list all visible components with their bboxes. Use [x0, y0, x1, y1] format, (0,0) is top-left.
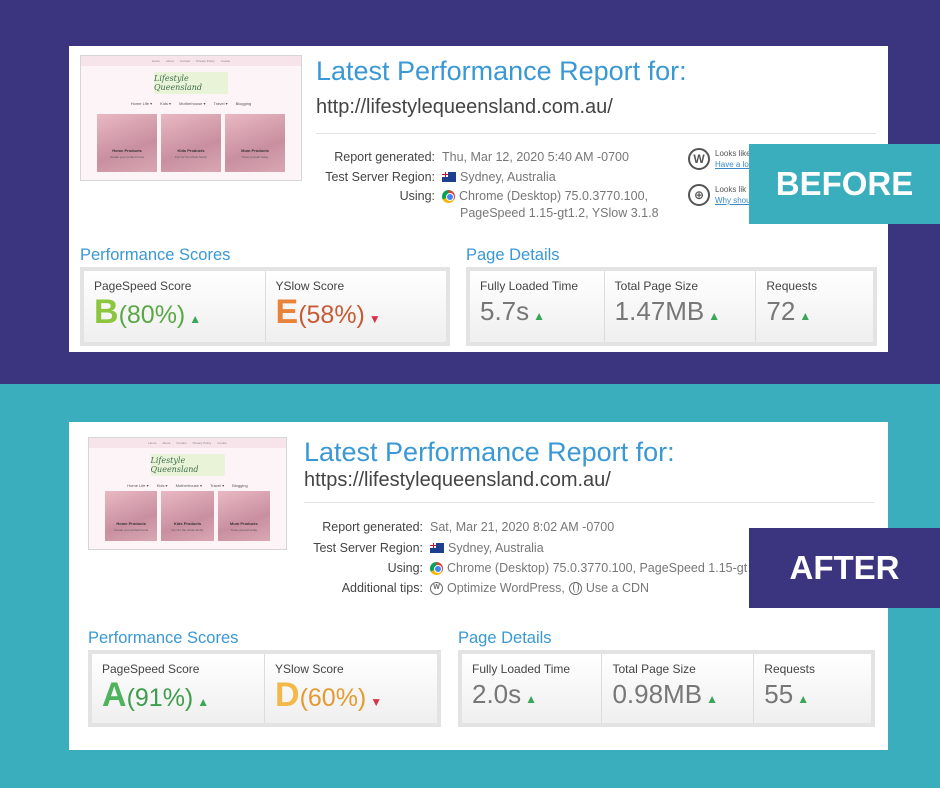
pagespeed-grade: B [94, 293, 119, 331]
thumbnail-tile: Mum Products Treat yourself today [217, 491, 270, 541]
using-value-line2: PageSpeed 1.15-gt1.2, YSlow 3.1.8 [460, 206, 659, 220]
pagespeed-percent: (91%) [126, 684, 194, 712]
site-thumbnail[interactable]: Home About Contact Privacy Policy Cookie… [88, 437, 287, 550]
total-page-size[interactable]: Total Page Size 0.98MB ▲ [602, 654, 755, 723]
thumbnail-nav: Home About Contact Privacy Policy Cookie [89, 438, 286, 448]
australia-flag-icon [442, 172, 456, 182]
page-details-title: Page Details [458, 629, 552, 647]
page-details-panel: Fully Loaded Time 5.7s ▲ Total Page Size … [466, 267, 877, 346]
after-badge: AFTER [749, 528, 940, 608]
requests[interactable]: Requests 72 ▲ [756, 271, 873, 342]
yslow-grade: E [275, 293, 299, 331]
yslow-grade: D [275, 676, 300, 714]
requests[interactable]: Requests 55 ▲ [754, 654, 871, 723]
divider [304, 502, 874, 503]
trend-up-icon: ▲ [706, 692, 718, 706]
thumbnail-menu: Home Life ▾ Kids ▾ Motherhouse ▾ Travel … [127, 483, 248, 488]
thumbnail-tiles: Home Products Create your perfect home Ki… [97, 114, 285, 172]
pagespeed-percent: (80%) [118, 301, 186, 329]
performance-scores-title: Performance Scores [88, 629, 239, 647]
before-badge: BEFORE [749, 144, 940, 224]
divider [316, 133, 876, 134]
report-generated-label: Report generated: [334, 150, 435, 164]
test-region-value: Sydney, Australia [442, 170, 556, 184]
side-tip-wordpress[interactable]: W Looks like Have a loo [688, 148, 753, 170]
using-label: Using: [387, 561, 423, 575]
thumbnail-tile: Home Products Create your perfect home [105, 491, 158, 541]
test-region-value: Sydney, Australia [430, 541, 544, 555]
wordpress-icon: W [688, 148, 710, 170]
report-url[interactable]: https://lifestylequeensland.com.au/ [304, 469, 611, 491]
test-region-label: Test Server Region: [325, 170, 435, 184]
fully-loaded-time[interactable]: Fully Loaded Time 2.0s ▲ [462, 654, 603, 723]
performance-scores-title: Performance Scores [80, 246, 231, 264]
total-page-size[interactable]: Total Page Size 1.47MB ▲ [604, 271, 757, 342]
performance-scores-panel: PageSpeed Score B (80%) ▲ YSlow Score E … [80, 267, 450, 346]
chrome-icon [430, 561, 443, 575]
thumbnail-tiles: Home Products Create your perfect home Ki… [105, 491, 270, 541]
side-tip-globe[interactable]: ⊕ Looks lik Why shou [688, 184, 751, 206]
page-details-title: Page Details [466, 246, 560, 264]
trend-up-icon: ▲ [525, 692, 538, 706]
report-generated-label: Report generated: [322, 520, 423, 534]
trend-down-icon: ▼ [370, 695, 383, 709]
page-details-panel: Fully Loaded Time 2.0s ▲ Total Page Size … [458, 650, 875, 727]
thumbnail-menu: Home Life ▾ Kids ▾ Motherhouse ▾ Travel … [130, 101, 252, 106]
trend-up-icon: ▲ [533, 309, 546, 323]
trend-down-icon: ▼ [368, 312, 381, 326]
trend-up-icon: ▲ [797, 692, 810, 706]
site-thumbnail[interactable]: Home About Contact Privacy Policy Cookie… [80, 55, 302, 181]
report-url[interactable]: http://lifestylequeensland.com.au/ [316, 96, 613, 118]
report-title: Latest Performance Report for: [304, 437, 675, 467]
yslow-score[interactable]: YSlow Score E (58%) ▼ [265, 271, 446, 342]
thumbnail-tile: Kids Products Fun for the whole family [161, 114, 221, 172]
pagespeed-grade: A [102, 676, 127, 714]
trend-up-icon: ▲ [799, 309, 812, 323]
trend-up-icon: ▲ [708, 309, 721, 323]
using-value: Chrome (Desktop) 75.0.3770.100, [442, 189, 648, 203]
globe-icon: ⊕ [688, 184, 710, 206]
report-generated-value: Thu, Mar 12, 2020 5:40 AM -0700 [442, 150, 629, 164]
thumbnail-tile: Home Products Create your perfect home [97, 114, 157, 172]
test-region-label: Test Server Region: [313, 541, 423, 555]
tip-optimize-wordpress[interactable]: Optimize WordPress, [447, 581, 565, 595]
tip-use-cdn[interactable]: Use a CDN [585, 581, 650, 595]
yslow-percent: (58%) [298, 301, 365, 329]
pagespeed-score[interactable]: PageSpeed Score A (91%) ▲ [92, 654, 265, 723]
thumbnail-logo: Lifestyle Queensland [154, 72, 228, 94]
thumbnail-tile: Kids Products Fun for the whole family [161, 491, 214, 541]
additional-tips-label: Additional tips: [341, 581, 423, 595]
thumbnail-logo: Lifestyle Queensland [150, 454, 225, 476]
trend-up-icon: ▲ [197, 695, 210, 709]
australia-flag-icon [430, 543, 444, 553]
report-title: Latest Performance Report for: [316, 56, 687, 86]
additional-tips-value: W Optimize WordPress, Use a CDN [430, 581, 649, 595]
chrome-icon [442, 189, 455, 203]
yslow-percent: (60%) [299, 684, 367, 712]
fully-loaded-time[interactable]: Fully Loaded Time 5.7s ▲ [470, 271, 605, 342]
using-value: Chrome (Desktop) 75.0.3770.100, PageSpee… [430, 561, 747, 575]
wordpress-icon: W [430, 581, 443, 595]
yslow-score[interactable]: YSlow Score D (60%) ▼ [265, 654, 437, 723]
thumbnail-nav: Home About Contact Privacy Policy Cookie [81, 56, 301, 66]
report-generated-value: Sat, Mar 21, 2020 8:02 AM -0700 [430, 520, 615, 534]
pagespeed-score[interactable]: PageSpeed Score B (80%) ▲ [84, 271, 266, 342]
thumbnail-tile: Mum Products Treat yourself today [225, 114, 285, 172]
globe-icon [568, 581, 582, 595]
after-report-card: Home About Contact Privacy Policy Cookie… [69, 422, 888, 750]
using-label: Using: [399, 189, 435, 203]
performance-scores-panel: PageSpeed Score A (91%) ▲ YSlow Score D … [88, 650, 441, 727]
trend-up-icon: ▲ [189, 312, 202, 326]
